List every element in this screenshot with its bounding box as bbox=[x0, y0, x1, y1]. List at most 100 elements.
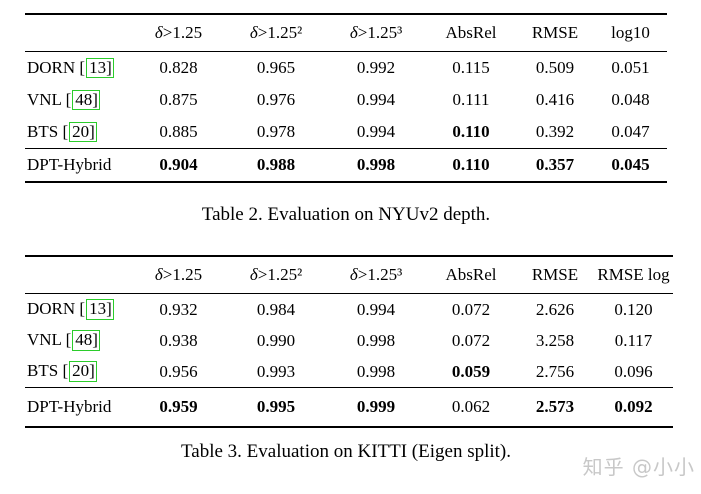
column-header-log10: log10 bbox=[594, 14, 667, 52]
method-column-header bbox=[25, 14, 131, 52]
value-cell: 0.096 bbox=[614, 361, 653, 381]
value-cell: 0.959 bbox=[131, 387, 226, 427]
value-cell: 0.115 bbox=[452, 58, 490, 77]
citation-close-bracket: ] bbox=[89, 361, 95, 381]
value-cell: 0.994 bbox=[356, 90, 396, 109]
citation-open-bracket: [ bbox=[65, 330, 72, 350]
table-row-vnl: VNL [48] 0.938 0.990 0.998 0.072 3.258 0… bbox=[25, 325, 673, 356]
column-header-label: RMSE bbox=[531, 23, 579, 42]
kitti-results-table: δ>1.25 δ>1.25² δ>1.25³ AbsRel RMSE RMSE … bbox=[25, 255, 673, 428]
method-name: VNL bbox=[27, 89, 62, 109]
value-cell: 2.626 bbox=[535, 299, 575, 319]
column-header-label: >1.25³ bbox=[357, 23, 403, 42]
value-cell: 0.059 bbox=[451, 361, 491, 381]
value-cell: 0.357 bbox=[516, 148, 594, 182]
value-cell: 0.828 bbox=[159, 58, 198, 77]
value-cell: 0.965 bbox=[256, 58, 296, 77]
value-cell: 0.885 bbox=[159, 122, 198, 141]
method-cell: DPT-Hybrid bbox=[25, 148, 131, 182]
citation-open-bracket: [ bbox=[62, 121, 69, 141]
column-header-label: AbsRel bbox=[445, 265, 497, 284]
method-cell: DORN [13] bbox=[25, 52, 131, 85]
method-name: DPT-Hybrid bbox=[27, 155, 112, 174]
table-header-row: δ>1.25 δ>1.25² δ>1.25³ AbsRel RMSE log10 bbox=[25, 14, 667, 52]
value-cell: 3.258 bbox=[535, 330, 575, 350]
citation-number: 13 bbox=[89, 299, 107, 319]
citation-open-bracket: [ bbox=[79, 299, 86, 319]
method-cell: BTS [20] bbox=[25, 356, 131, 388]
citation-number: 48 bbox=[75, 330, 93, 350]
value-cell: 0.995 bbox=[226, 387, 326, 427]
value-cell: 0.994 bbox=[356, 299, 396, 319]
citation-link[interactable]: 48] bbox=[72, 330, 100, 351]
citation-close-bracket: ] bbox=[92, 330, 98, 350]
value-cell: 0.051 bbox=[611, 58, 650, 77]
citation-link[interactable]: 20] bbox=[69, 361, 97, 382]
value-cell: 0.092 bbox=[594, 387, 673, 427]
value-cell: 0.992 bbox=[356, 58, 396, 77]
value-cell: 0.048 bbox=[611, 90, 650, 109]
value-cell: 2.756 bbox=[535, 361, 575, 381]
method-name: BTS bbox=[27, 361, 59, 381]
value-cell: 0.416 bbox=[535, 90, 575, 109]
value-cell: 0.932 bbox=[159, 299, 198, 319]
value-cell: 0.990 bbox=[256, 330, 296, 350]
column-header-delta3: δ>1.25³ bbox=[326, 14, 426, 52]
table-row-dorn: DORN [13] 0.932 0.984 0.994 0.072 2.626 … bbox=[25, 294, 673, 326]
value-cell: 0.984 bbox=[256, 299, 296, 319]
column-header-label: log10 bbox=[611, 23, 650, 42]
column-header-rmse: RMSE bbox=[516, 256, 594, 294]
value-cell: 0.117 bbox=[614, 330, 653, 350]
citation-close-bracket: ] bbox=[106, 57, 112, 77]
value-cell: 0.998 bbox=[326, 148, 426, 182]
delta-symbol: δ bbox=[249, 23, 258, 42]
method-cell: BTS [20] bbox=[25, 116, 131, 149]
zhihu-watermark: 知乎 @小小 bbox=[582, 455, 695, 479]
column-header-delta2: δ>1.25² bbox=[226, 256, 326, 294]
value-cell: 0.956 bbox=[159, 361, 198, 381]
method-cell: DPT-Hybrid bbox=[25, 387, 131, 427]
table-row-bts: BTS [20] 0.956 0.993 0.998 0.059 2.756 0… bbox=[25, 356, 673, 388]
value-cell: 0.110 bbox=[452, 122, 490, 141]
column-header-label: >1.25² bbox=[257, 23, 303, 42]
value-cell: 2.573 bbox=[516, 387, 594, 427]
value-cell: 0.045 bbox=[594, 148, 667, 182]
citation-close-bracket: ] bbox=[92, 89, 98, 109]
column-header-delta1: δ>1.25 bbox=[131, 14, 226, 52]
value-cell: 0.875 bbox=[159, 90, 198, 109]
citation-link[interactable]: 20] bbox=[69, 121, 97, 143]
column-header-label: RMSE log bbox=[597, 265, 670, 284]
table2-caption: Table 2. Evaluation on NYUv2 depth. bbox=[201, 204, 491, 225]
method-column-header bbox=[25, 256, 131, 294]
value-cell: 0.392 bbox=[535, 122, 575, 141]
column-header-label: >1.25 bbox=[162, 23, 203, 42]
value-cell: 0.111 bbox=[452, 90, 490, 109]
column-header-label: >1.25² bbox=[257, 265, 303, 284]
value-cell: 0.976 bbox=[256, 90, 296, 109]
citation-link[interactable]: 48] bbox=[72, 89, 100, 111]
value-cell: 0.509 bbox=[535, 58, 575, 77]
citation-open-bracket: [ bbox=[62, 361, 69, 381]
method-name: DPT-Hybrid bbox=[27, 397, 112, 416]
value-cell: 0.047 bbox=[611, 122, 650, 141]
column-header-label: RMSE bbox=[531, 265, 579, 284]
value-cell: 0.072 bbox=[451, 330, 491, 350]
value-cell: 0.998 bbox=[356, 361, 396, 381]
value-cell: 0.993 bbox=[256, 361, 296, 381]
delta-symbol: δ bbox=[349, 265, 358, 284]
column-header-delta2: δ>1.25² bbox=[226, 14, 326, 52]
column-header-delta3: δ>1.25³ bbox=[326, 256, 426, 294]
table-row-dpt-hybrid: DPT-Hybrid 0.904 0.988 0.998 0.110 0.357… bbox=[25, 148, 667, 182]
value-cell: 0.110 bbox=[426, 148, 516, 182]
value-cell: 0.938 bbox=[159, 330, 198, 350]
citation-link[interactable]: 13] bbox=[86, 299, 114, 320]
citation-link[interactable]: 13] bbox=[86, 57, 114, 79]
citation-close-bracket: ] bbox=[89, 121, 95, 141]
column-header-label: AbsRel bbox=[445, 23, 497, 42]
citation-number: 20 bbox=[72, 121, 90, 141]
value-cell: 0.998 bbox=[356, 330, 396, 350]
value-cell: 0.120 bbox=[614, 299, 653, 319]
column-header-rmse: RMSE bbox=[516, 14, 594, 52]
value-cell: 0.978 bbox=[256, 122, 296, 141]
table3-caption: Table 3. Evaluation on KITTI (Eigen spli… bbox=[180, 441, 512, 462]
